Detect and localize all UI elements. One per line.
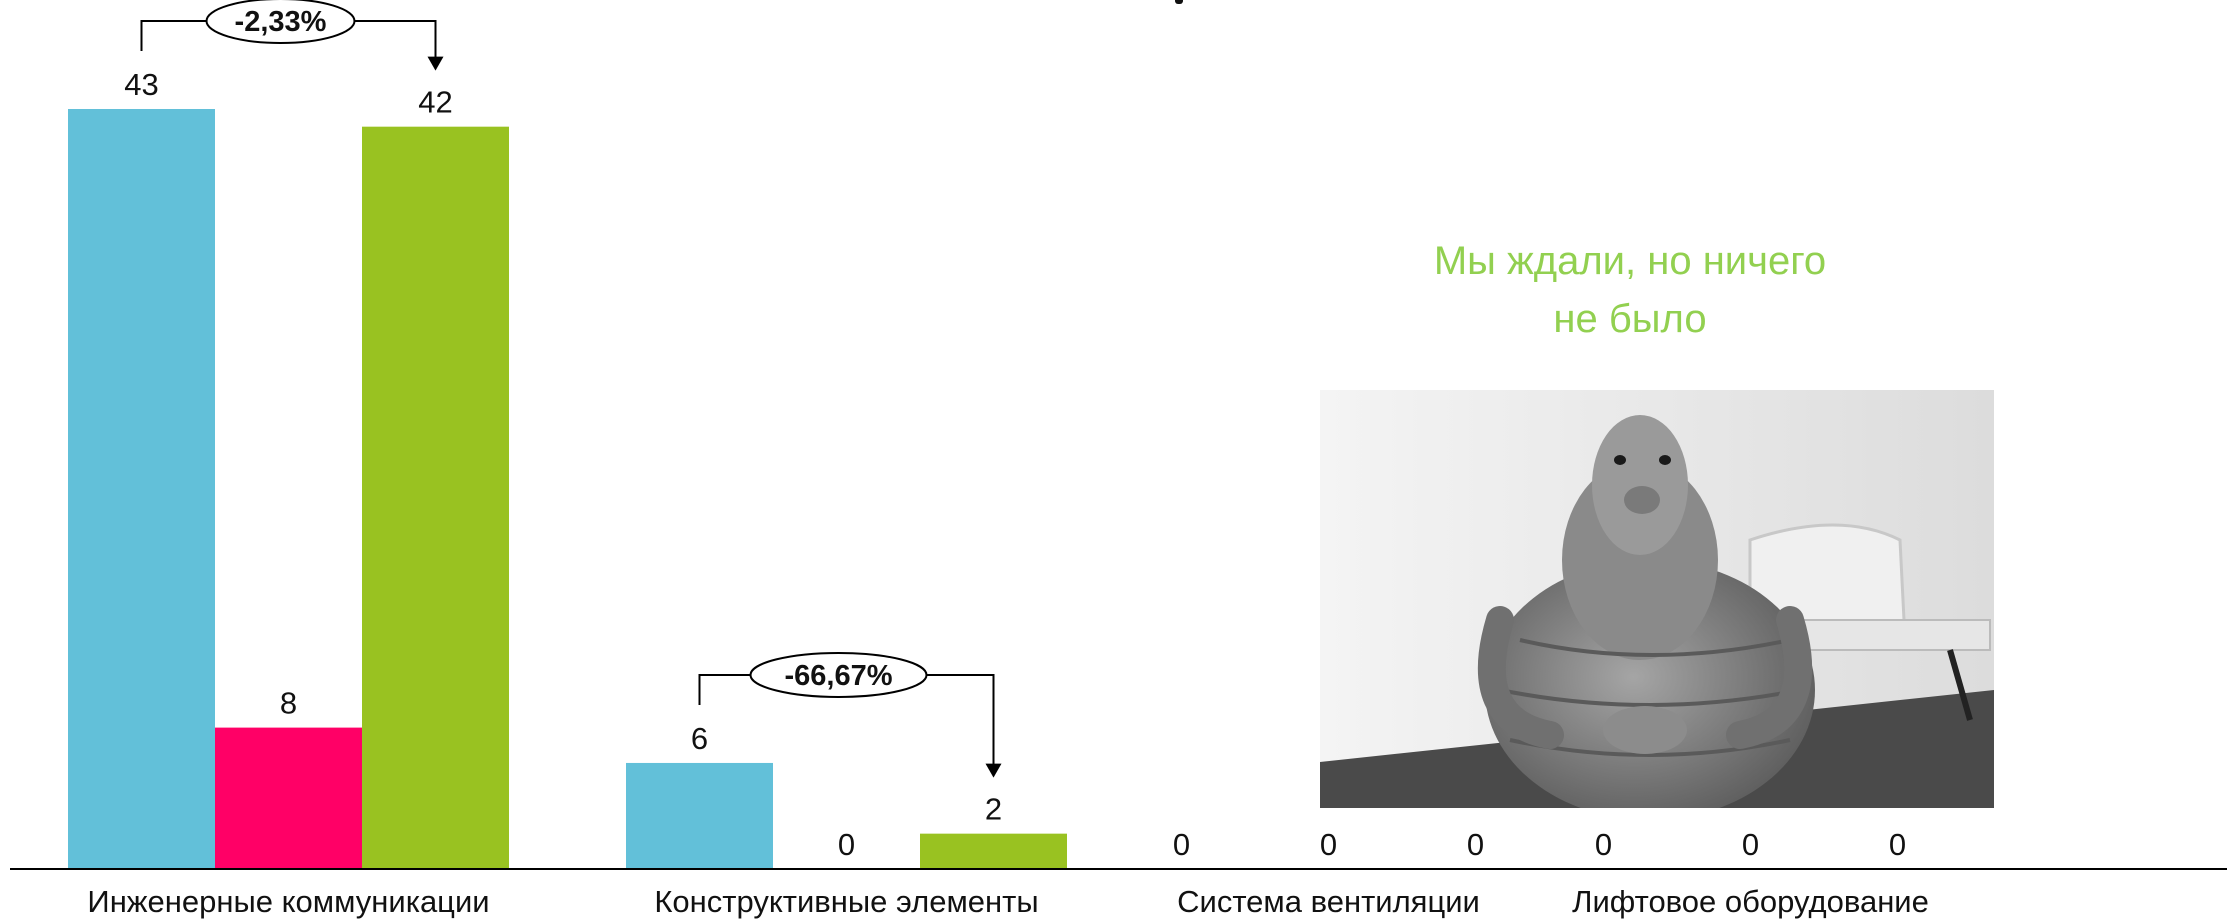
bar-0-2 bbox=[362, 126, 509, 869]
bar-0-0 bbox=[68, 109, 215, 869]
value-label-0-2: 42 bbox=[418, 85, 452, 120]
value-label-0-0: 43 bbox=[124, 67, 158, 102]
value-label-0-1: 8 bbox=[280, 686, 297, 721]
category-label-3: Лифтовое оборудование bbox=[1572, 884, 1929, 919]
value-label-3-0: 0 bbox=[1595, 827, 1612, 862]
annotation-note: Мы ждали, но ничего не было bbox=[1330, 232, 1930, 348]
value-label-2-1: 0 bbox=[1320, 827, 1337, 862]
category-label-0: Инженерные коммуникации bbox=[87, 884, 489, 919]
bar-1-2 bbox=[920, 833, 1067, 869]
sitting-creature-photo bbox=[1320, 390, 1994, 808]
value-label-1-2: 2 bbox=[985, 792, 1002, 827]
category-label-2: Система вентиляции bbox=[1177, 884, 1480, 919]
value-label-2-2: 0 bbox=[1467, 827, 1484, 862]
value-label-3-1: 0 bbox=[1742, 827, 1759, 862]
change-badge-0 bbox=[205, 0, 356, 44]
change-annotation-0: -2,33% bbox=[140, 0, 444, 71]
bar-1-0 bbox=[626, 762, 773, 869]
category-label-1: Конструктивные элементы bbox=[654, 884, 1038, 919]
note-line-1: Мы ждали, но ничего bbox=[1433, 239, 1827, 283]
note-line-2: не было bbox=[1553, 297, 1707, 341]
change-annotation-1: -66,67% bbox=[698, 651, 1002, 778]
value-label-1-1: 0 bbox=[838, 827, 855, 862]
bar-0-1 bbox=[215, 727, 362, 869]
change-badge-1 bbox=[749, 651, 928, 698]
title-fragment bbox=[1175, 0, 1183, 4]
value-label-1-0: 6 bbox=[691, 721, 708, 756]
value-label-3-2: 0 bbox=[1889, 827, 1906, 862]
change-badge-text-1: -66,67% bbox=[784, 660, 892, 692]
change-badge-text-0: -2,33% bbox=[235, 6, 327, 38]
value-label-2-0: 0 bbox=[1173, 827, 1190, 862]
